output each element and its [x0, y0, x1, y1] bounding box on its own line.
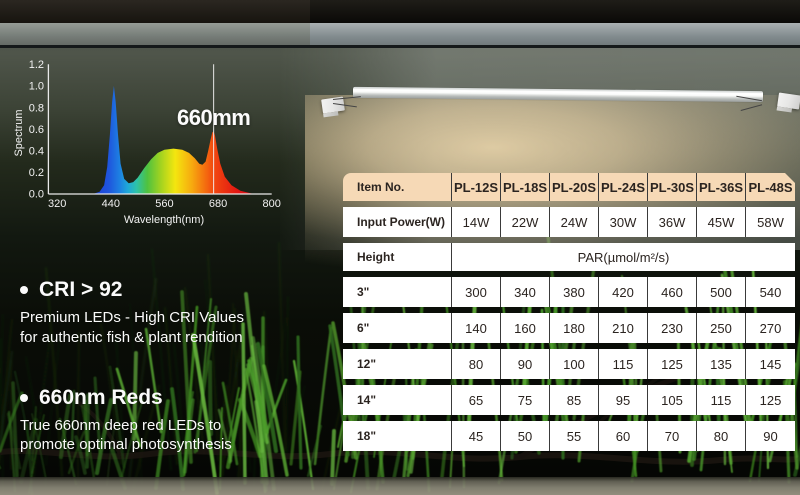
svg-text:Wavelength(nm): Wavelength(nm): [124, 214, 204, 226]
svg-text:440: 440: [102, 198, 120, 210]
svg-text:560: 560: [155, 198, 173, 210]
svg-text:800: 800: [263, 198, 281, 210]
svg-text:680: 680: [209, 198, 227, 210]
svg-text:1.0: 1.0: [29, 81, 44, 93]
svg-text:1.2: 1.2: [29, 59, 44, 71]
svg-text:0.4: 0.4: [29, 146, 44, 158]
svg-text:0.6: 0.6: [29, 124, 44, 136]
svg-text:0.2: 0.2: [29, 167, 44, 179]
svg-text:0.8: 0.8: [29, 102, 44, 114]
svg-text:Spectrum: Spectrum: [13, 109, 25, 156]
svg-text:0.0: 0.0: [29, 189, 44, 201]
svg-text:320: 320: [48, 198, 66, 210]
